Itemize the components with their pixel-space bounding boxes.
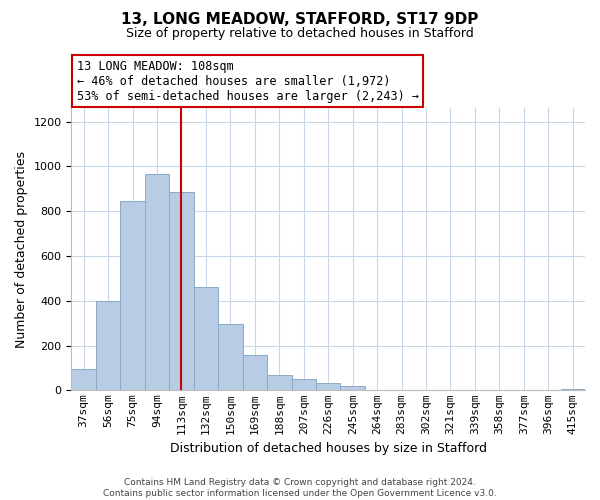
Text: Size of property relative to detached houses in Stafford: Size of property relative to detached ho… [126,28,474,40]
Bar [242,354,267,390]
Text: 13, LONG MEADOW, STAFFORD, ST17 9DP: 13, LONG MEADOW, STAFFORD, ST17 9DP [121,12,479,28]
Bar [340,386,365,390]
Bar [267,374,292,390]
Bar [169,192,194,390]
Bar [316,383,340,390]
Bar [194,288,218,391]
Bar [292,379,316,390]
Bar [145,174,169,390]
Bar [218,324,242,390]
Text: Contains HM Land Registry data © Crown copyright and database right 2024.
Contai: Contains HM Land Registry data © Crown c… [103,478,497,498]
X-axis label: Distribution of detached houses by size in Stafford: Distribution of detached houses by size … [170,442,487,455]
Bar [560,388,585,390]
Bar [121,201,145,390]
Y-axis label: Number of detached properties: Number of detached properties [15,151,28,348]
Text: 13 LONG MEADOW: 108sqm
← 46% of detached houses are smaller (1,972)
53% of semi-: 13 LONG MEADOW: 108sqm ← 46% of detached… [77,60,419,102]
Bar [96,301,121,390]
Bar [71,369,96,390]
